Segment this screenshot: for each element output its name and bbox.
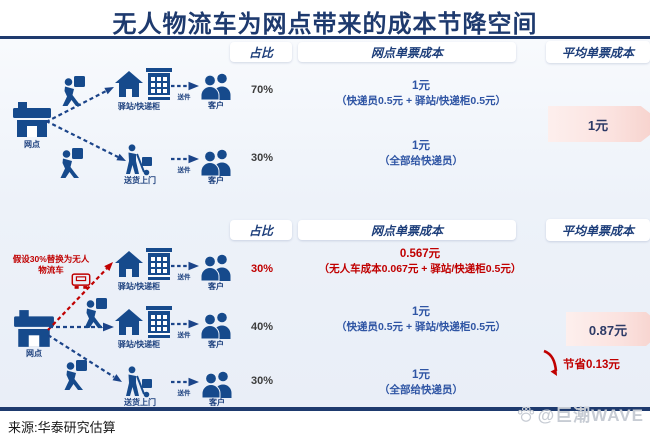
- top-rule: [0, 36, 650, 39]
- deliver-arrow: [171, 377, 199, 387]
- customer-label: 客户: [208, 101, 224, 110]
- cost-main: 1元: [412, 80, 430, 92]
- assumption-note: 假设30%替换为无人 物流车: [12, 254, 90, 275]
- courier-icon: [82, 298, 108, 328]
- header-avg-cost-bottom: 平均单票成本: [546, 219, 650, 241]
- header-avg-cost-top: 平均单票成本: [546, 41, 650, 63]
- deliver-arrow: [171, 261, 199, 271]
- header-outlet-cost-top: 网点单票成本: [298, 42, 516, 62]
- locker-icon: [146, 306, 172, 338]
- outlet-label: 网点: [26, 349, 42, 358]
- customer-label: 客户: [208, 176, 224, 185]
- customers-icon: [202, 370, 232, 398]
- courier-icon: [62, 360, 88, 390]
- bottom-rule: [0, 407, 650, 411]
- deliver-arrow: [171, 154, 199, 164]
- station-house-icon: [115, 71, 143, 97]
- customers-icon: [201, 253, 231, 281]
- watermark-text: @巨潮WAVE: [537, 406, 644, 425]
- deliver-label: 送件: [177, 274, 191, 281]
- avg-cost-arrow: 1元: [548, 106, 650, 142]
- cost-detail: （全部给快递员）: [379, 383, 463, 396]
- share-value: 30%: [250, 152, 274, 164]
- header-share-top: 占比: [230, 42, 292, 62]
- cost-main: 1元: [412, 306, 430, 318]
- page-title: 无人物流车为网点带来的成本节降空间: [112, 11, 538, 38]
- cost-cell: 1元 （快递员0.5元 + 驿站/快递柜0.5元）: [285, 79, 557, 108]
- customer-label: 客户: [208, 282, 224, 291]
- cost-detail: （全部给快递员）: [379, 154, 463, 167]
- cost-cell: 1元 （全部给快递员）: [285, 139, 557, 168]
- deliver-label: 送件: [177, 94, 191, 101]
- locker-icon: [146, 68, 172, 100]
- cost-main: 1元: [412, 369, 430, 381]
- cost-cell: 1元 （快递员0.5元 + 驿站/快递柜0.5元）: [285, 305, 557, 334]
- cost-cell-highlight: 0.567元 （无人车成本0.067元 + 驿站/快递柜0.5元）: [280, 247, 560, 276]
- watermark: @巨潮WAVE: [517, 401, 644, 426]
- cost-main: 1元: [412, 140, 430, 152]
- branch-arrow-unmanned: [47, 262, 113, 331]
- cost-detail: （快递员0.5元 + 驿站/快递柜0.5元）: [335, 320, 507, 333]
- deliver-label: 送件: [177, 332, 191, 339]
- home-delivery-label: 送货上门: [124, 398, 156, 407]
- deliver-label: 送件: [177, 390, 191, 397]
- branch-arrow-top-1: [45, 87, 114, 123]
- courier-icon: [60, 76, 86, 106]
- customer-label: 客户: [208, 340, 224, 349]
- cost-cell: 1元 （全部给快递员）: [285, 368, 557, 397]
- source-note: 来源:华泰研究估算: [8, 420, 116, 435]
- branch-arrow-bottom-2: [49, 322, 114, 332]
- station-locker-label: 驿站/快递柜: [117, 282, 161, 291]
- branch-arrow-top-2: [45, 120, 126, 161]
- customers-icon: [201, 72, 231, 100]
- header-share-bottom: 占比: [230, 220, 292, 240]
- share-value-highlight: 30%: [250, 263, 274, 275]
- share-value: 70%: [250, 84, 274, 96]
- saving-arrow-icon: [543, 349, 558, 376]
- station-house-icon: [115, 309, 143, 335]
- share-value: 40%: [250, 321, 274, 333]
- cost-main: 0.567元: [399, 248, 441, 260]
- customer-label: 客户: [209, 398, 225, 407]
- deliver-arrow: [171, 319, 199, 329]
- deliver-arrow: [171, 81, 199, 91]
- courier-icon: [58, 148, 84, 178]
- locker-icon: [146, 248, 172, 280]
- customers-icon: [201, 148, 231, 176]
- paw-logo-icon: [517, 405, 535, 423]
- header-outlet-cost-bottom: 网点单票成本: [298, 220, 516, 240]
- saving-label: 节省0.13元: [563, 359, 620, 371]
- deliver-label: 送件: [177, 167, 191, 174]
- customers-icon: [201, 311, 231, 339]
- outlet-label: 网点: [24, 140, 40, 149]
- home-delivery-icon: [125, 144, 155, 176]
- avg-cost-arrow: 0.87元: [566, 312, 650, 346]
- home-delivery-icon: [125, 366, 155, 398]
- share-value: 30%: [250, 375, 274, 387]
- cost-detail: （无人车成本0.067元 + 驿站/快递柜0.5元）: [318, 262, 522, 275]
- station-locker-label: 驿站/快递柜: [117, 340, 161, 349]
- branch-arrow-bottom-3: [47, 334, 122, 382]
- station-locker-label: 驿站/快递柜: [117, 102, 161, 111]
- station-house-icon: [115, 251, 143, 277]
- home-delivery-label: 送货上门: [124, 176, 156, 185]
- cost-detail: （快递员0.5元 + 驿站/快递柜0.5元）: [335, 94, 507, 107]
